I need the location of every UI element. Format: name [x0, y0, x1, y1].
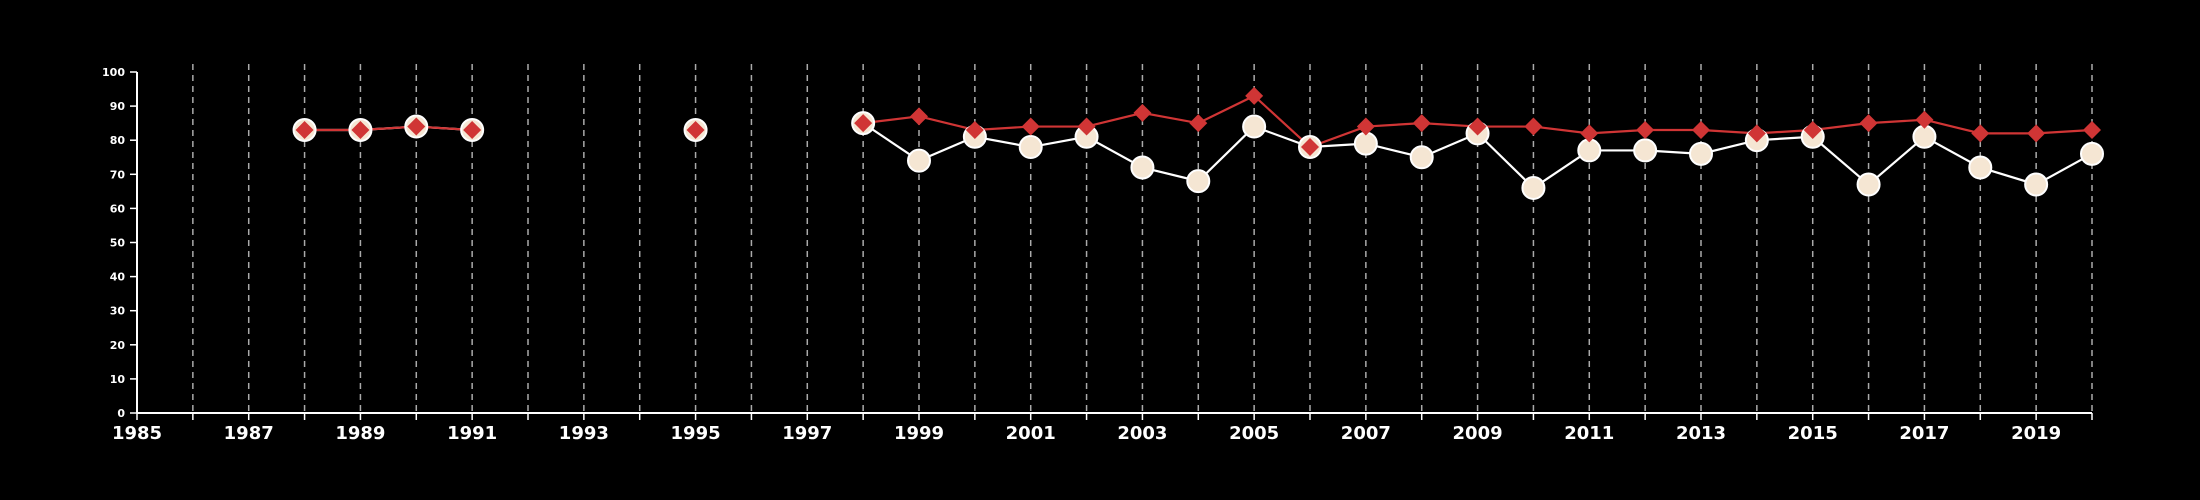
diamond-point-1988 [295, 120, 314, 139]
y-tick-label-10: 10 [110, 373, 126, 386]
series-0-markers [292, 111, 2104, 200]
series-1-markers [295, 86, 2101, 157]
circle-point-2010 [1521, 175, 1546, 200]
diamond-point-2001 [1021, 117, 1040, 136]
diamond-point-2011 [1580, 124, 1599, 143]
circle-point-2016 [1856, 172, 1881, 197]
diamond-point-2012 [1636, 120, 1655, 139]
diamond-point-1991 [463, 120, 482, 139]
x-tick-label-2013: 2013 [1676, 423, 1726, 444]
y-tick-label-60: 60 [110, 202, 126, 215]
diamond-point-2018 [1971, 124, 1990, 143]
diamond-point-2014 [1747, 124, 1766, 143]
y-tick-label-70: 70 [110, 168, 126, 181]
circle-point-2017 [1912, 124, 1937, 149]
y-tick-label-30: 30 [110, 305, 126, 318]
data-series [292, 86, 2104, 200]
diamond-point-2005 [1245, 86, 1264, 105]
x-tick-label-2003: 2003 [1117, 423, 1167, 444]
circle-point-2001 [1018, 135, 1043, 160]
diamond-point-1999 [910, 107, 928, 126]
diamond-point-1989 [351, 120, 370, 139]
x-tick-label-1987: 1987 [224, 423, 274, 444]
circle-point-2007 [1353, 131, 1378, 156]
y-tick-label-0: 0 [117, 407, 125, 420]
circle-point-2013 [1689, 141, 1713, 166]
x-tick-label-1999: 1999 [894, 423, 944, 444]
diamond-point-2010 [1524, 117, 1543, 136]
y-tick-label-40: 40 [110, 271, 126, 284]
x-tick-label-2015: 2015 [1788, 423, 1838, 444]
diamond-point-2019 [2027, 124, 2046, 143]
circle-point-2005 [1242, 114, 1267, 139]
circle-point-2003 [1130, 155, 1155, 180]
y-tick-label-80: 80 [110, 134, 126, 147]
x-tick-label-2005: 2005 [1229, 423, 1279, 444]
circle-point-2019 [2024, 172, 2049, 197]
circle-point-2004 [1186, 169, 1211, 194]
diamond-point-2015 [1803, 120, 1822, 139]
circle-point-2012 [1633, 138, 1658, 163]
diamond-point-2020 [2083, 120, 2101, 139]
y-tick-label-50: 50 [110, 237, 126, 250]
x-tick-label-1997: 1997 [782, 423, 832, 444]
diamond-point-2003 [1133, 103, 1152, 122]
diamond-point-2004 [1189, 114, 1208, 133]
x-tick-label-2001: 2001 [1006, 423, 1056, 444]
x-tick-label-1989: 1989 [335, 423, 385, 444]
axes: 0 10 20 30 40 50 60 70 80 90 100 1985 1987 1989 1991 19… [102, 66, 2093, 444]
circle-point-1999 [907, 148, 931, 173]
series-1-line-segment-0 [304, 125, 473, 132]
x-tick-label-2009: 2009 [1453, 423, 1503, 444]
circle-point-2011 [1577, 138, 1602, 163]
x-tick-label-2017: 2017 [1899, 423, 1949, 444]
x-tick-label-1985: 1985 [112, 423, 162, 444]
diamond-point-2013 [1692, 120, 1710, 139]
diamond-point-2006 [1301, 138, 1319, 157]
diamond-point-1998 [854, 114, 873, 133]
diamond-point-2017 [1915, 110, 1934, 129]
x-tick-label-2011: 2011 [1564, 423, 1614, 444]
diamond-point-2007 [1356, 117, 1375, 136]
x-tick-label-2007: 2007 [1341, 423, 1391, 444]
diamond-point-2008 [1412, 114, 1431, 133]
circle-point-2018 [1968, 155, 1993, 180]
y-tick-label-100: 100 [102, 66, 125, 79]
circle-point-2020 [2080, 141, 2104, 166]
x-tick-label-1995: 1995 [671, 423, 721, 444]
diamond-point-1995 [686, 120, 705, 139]
diamond-point-2002 [1077, 117, 1096, 136]
diamond-point-2000 [965, 120, 984, 139]
diamond-point-2016 [1859, 114, 1878, 133]
y-tick-label-20: 20 [110, 339, 126, 352]
diamond-point-2009 [1468, 117, 1487, 136]
x-tick-label-2019: 2019 [2011, 423, 2061, 444]
x-tick-label-1993: 1993 [559, 423, 609, 444]
y-tick-label-90: 90 [110, 100, 126, 113]
diamond-point-1990 [407, 117, 426, 136]
circle-point-2008 [1409, 145, 1434, 170]
x-tick-label-1991: 1991 [447, 423, 497, 444]
